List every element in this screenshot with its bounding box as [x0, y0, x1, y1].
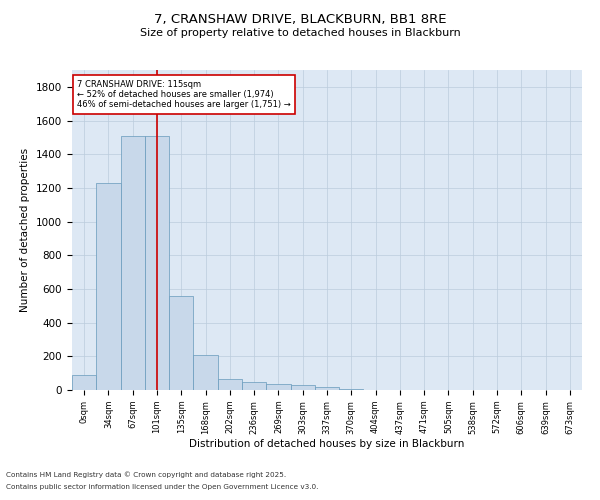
Text: Contains HM Land Registry data © Crown copyright and database right 2025.: Contains HM Land Registry data © Crown c…: [6, 471, 286, 478]
Bar: [315, 388, 339, 390]
Text: Size of property relative to detached houses in Blackburn: Size of property relative to detached ho…: [140, 28, 460, 38]
Text: 7 CRANSHAW DRIVE: 115sqm
← 52% of detached houses are smaller (1,974)
46% of sem: 7 CRANSHAW DRIVE: 115sqm ← 52% of detach…: [77, 80, 291, 110]
Bar: [266, 384, 290, 390]
Bar: [193, 354, 218, 390]
Bar: [218, 379, 242, 390]
X-axis label: Distribution of detached houses by size in Blackburn: Distribution of detached houses by size …: [190, 440, 464, 450]
Text: 7, CRANSHAW DRIVE, BLACKBURN, BB1 8RE: 7, CRANSHAW DRIVE, BLACKBURN, BB1 8RE: [154, 12, 446, 26]
Y-axis label: Number of detached properties: Number of detached properties: [20, 148, 31, 312]
Bar: [339, 389, 364, 390]
Bar: [96, 183, 121, 390]
Bar: [145, 136, 169, 390]
Bar: [290, 386, 315, 390]
Text: Contains public sector information licensed under the Open Government Licence v3: Contains public sector information licen…: [6, 484, 319, 490]
Bar: [121, 136, 145, 390]
Bar: [242, 382, 266, 390]
Bar: [72, 375, 96, 390]
Bar: [169, 296, 193, 390]
